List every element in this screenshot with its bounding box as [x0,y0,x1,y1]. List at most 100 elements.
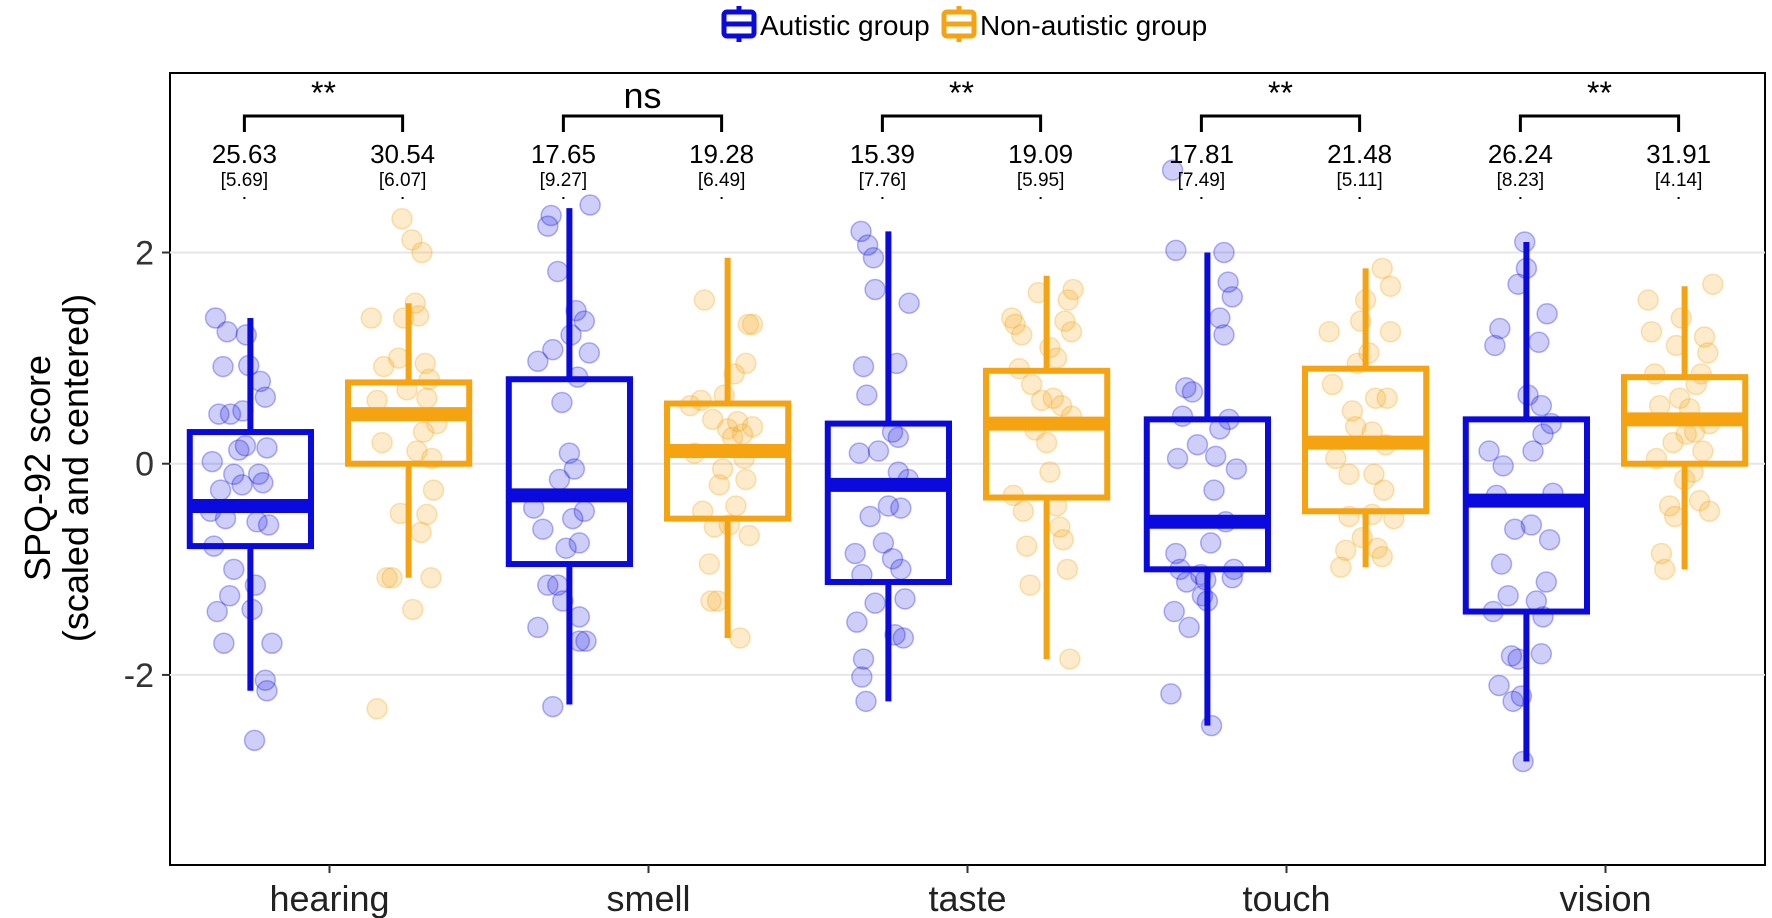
autistic-mean-label: 17.81 [1169,139,1234,169]
nonautistic-data-point [741,416,764,438]
nonautistic-data-point [1668,387,1691,409]
autistic-data-point [1535,571,1558,593]
autistic-data-point [261,632,283,654]
nonautistic-data-point [693,289,716,311]
nonautistic-data-point [1059,648,1081,670]
autistic-data-point [223,463,245,486]
autistic-data-point [1538,529,1561,551]
nonautistic-data-point [1338,463,1360,486]
autistic-data-point [254,386,277,408]
x-axis: hearing smell taste touch vision [269,865,1652,918]
nonautistic-data-point [1001,307,1023,329]
plot-panel [169,72,1766,866]
nonautistic-data-point [701,408,724,431]
nonautistic-data-point [741,313,764,336]
nonautistic-data-point [412,421,435,443]
autistic-data-point [254,669,277,691]
autistic-box-touch [1143,416,1271,573]
legend-label-autistic: Autistic group [760,10,930,41]
nonautistic-sd-label: [4.14] [1655,170,1703,191]
autistic-data-point [890,497,912,519]
nonautistic-data-point [1692,440,1714,462]
autistic-data-point [864,278,886,301]
jitter-points [199,159,1724,773]
nonautistic-mean-label: 19.28 [689,139,754,169]
autistic-data-point [548,468,571,491]
nonautistic-data-point [1057,289,1079,311]
nonautistic-data-point [1039,461,1061,483]
autistic-data-point [892,627,915,649]
nonautistic-mean-label: 30.54 [370,139,435,169]
autistic-box-vision [1462,416,1590,615]
autistic-data-point [1492,455,1514,477]
autistic-data-point [1165,542,1187,565]
autistic-data-point [1525,590,1548,612]
autistic-data-point [1504,518,1526,540]
autistic-data-point [877,495,900,517]
autistic-data-point [1213,324,1235,346]
nonautistic-data-point [402,598,424,621]
nonautistic-data-point [1341,400,1364,422]
autistic-data-point [852,355,875,378]
nonautistic-data-point [1698,500,1721,522]
autistic-data-point [558,442,581,464]
autistic-data-point [246,511,268,533]
y-axis-label-sub: (scaled and centered) [55,294,96,642]
nonautistic-data-point [1329,556,1352,578]
nonautistic-box-hearing [345,379,473,467]
autistic-sd-label: [5.69] [221,170,269,191]
significance-label: ** [949,75,974,111]
nonautistic-data-point [1054,310,1076,332]
nonautistic-sd-label: [5.95] [1017,170,1065,191]
autistic-data-point [218,584,241,607]
nonautistic-data-point [1693,326,1716,348]
autistic-data-point [1497,584,1519,607]
tick-dot [243,197,246,199]
autistic-data-point [204,307,227,329]
autistic-data-point [1203,479,1225,501]
autistic-data-point [247,463,270,486]
legend: Autistic group Non-autistic group [721,6,1207,42]
nonautistic-data-point [411,241,433,264]
nonautistic-data-point [1030,389,1053,412]
autistic-data-point [1528,331,1550,354]
nonautistic-data-point [1376,387,1398,409]
autistic-data-point [256,437,278,459]
autistic-data-point [1178,616,1200,639]
nonautistic-data-point [708,474,731,496]
autistic-data-point [563,458,586,480]
autistic-data-point [573,310,596,332]
tick-dot [1039,197,1042,199]
significance-bracket [561,114,724,132]
nonautistic-data-point [1056,558,1079,581]
autistic-data-point [846,611,868,633]
autistic-sd-label: [7.76] [859,170,907,191]
autistic-sd-label: [8.23] [1497,170,1545,191]
autistic-data-point [209,479,232,501]
tick-dot [1358,197,1361,199]
autistic-data-point [542,338,564,361]
autistic-data-point [898,292,920,314]
nonautistic-data-point [1325,447,1347,470]
nonautistic-data-point [1004,313,1026,336]
autistic-data-point [231,474,253,496]
tick-dot [881,197,884,199]
autistic-sd-label: [7.49] [1178,170,1226,191]
nonautistic-data-point [381,567,403,589]
nonautistic-mean-label: 31.91 [1646,139,1711,169]
nonautistic-data-point [700,590,722,612]
nonautistic-data-point [1702,273,1724,295]
tick-dot [562,197,565,199]
nonautistic-data-point [1060,320,1083,343]
x-tick-label-taste: taste [928,878,1006,918]
nonautistic-data-point [1670,307,1693,329]
autistic-data-point [1484,334,1506,357]
nonautistic-data-point [1640,320,1663,343]
autistic-data-point [1181,381,1204,403]
autistic-data-point [1161,159,1184,181]
autistic-data-point [206,600,228,623]
y-tick-label: -2 [124,657,154,695]
nonautistic-data-point [1658,495,1681,517]
autistic-data-point [862,247,885,269]
significance-label: ** [1268,75,1293,111]
